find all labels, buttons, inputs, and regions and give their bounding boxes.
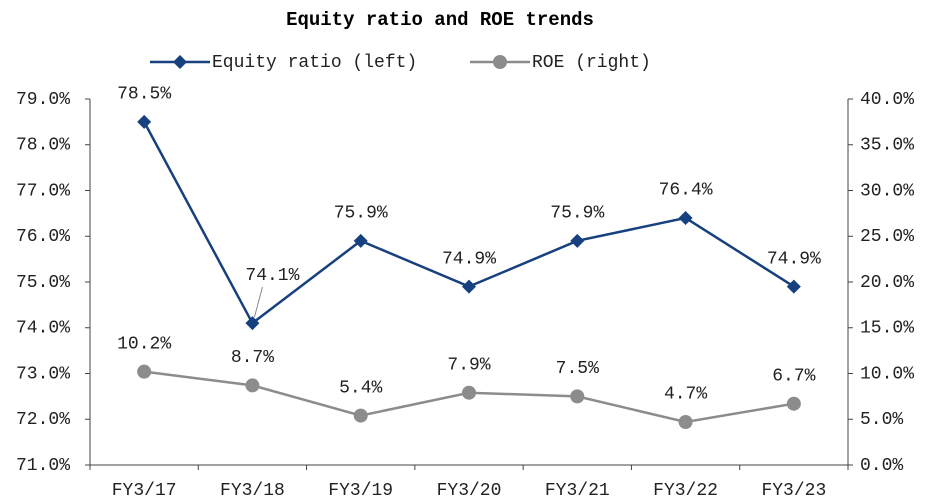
data-label: 75.9% [334, 204, 388, 224]
y2-tick-label: 40.0% [860, 90, 914, 110]
y-tick-label: 74.0% [16, 319, 70, 339]
point [678, 414, 693, 429]
data-label: 76.4% [659, 181, 713, 201]
data-label: 7.5% [556, 359, 599, 379]
x-tick-label: FY3/18 [220, 481, 285, 501]
point [570, 389, 585, 404]
y-tick-label: 76.0% [16, 227, 70, 247]
data-label: 74.9% [767, 249, 821, 269]
legend-marker [493, 55, 507, 69]
point [570, 233, 585, 248]
chart-title: Equity ratio and ROE trends [286, 9, 594, 31]
data-label: 6.7% [772, 366, 815, 386]
x-tick-label: FY3/20 [437, 481, 502, 501]
point [137, 364, 152, 379]
y2-tick-label: 15.0% [860, 319, 914, 339]
legend-label: Equity ratio (left) [212, 53, 417, 73]
point [786, 396, 801, 411]
leader-line [253, 287, 263, 318]
point [353, 233, 368, 248]
point [353, 408, 368, 423]
point [245, 316, 260, 331]
data-label: 4.7% [664, 385, 707, 405]
data-label: 75.9% [550, 204, 604, 224]
x-tick-label: FY3/21 [545, 481, 610, 501]
y-tick-label: 75.0% [16, 273, 70, 293]
x-tick-label: FY3/22 [653, 481, 718, 501]
y-tick-label: 71.0% [16, 456, 70, 476]
legend-label: ROE (right) [532, 53, 651, 73]
point [786, 279, 801, 294]
point [245, 378, 260, 393]
y-tick-label: 77.0% [16, 181, 70, 201]
data-label: 8.7% [231, 348, 274, 368]
y2-tick-label: 25.0% [860, 227, 914, 247]
x-tick-label: FY3/23 [761, 481, 826, 501]
data-label: 78.5% [117, 85, 171, 105]
y2-tick-label: 30.0% [860, 181, 914, 201]
data-label: 10.2% [117, 334, 171, 354]
point [137, 114, 152, 129]
point [678, 210, 693, 225]
y-tick-label: 73.0% [16, 364, 70, 384]
x-tick-label: FY3/17 [112, 481, 177, 501]
y2-tick-label: 5.0% [860, 410, 903, 430]
data-label: 74.1% [245, 266, 299, 286]
point [462, 385, 476, 400]
y-tick-label: 78.0% [16, 136, 70, 156]
data-label: 74.9% [442, 249, 496, 269]
x-tick-label: FY3/19 [328, 481, 393, 501]
y2-tick-label: 35.0% [860, 136, 914, 156]
y-tick-label: 79.0% [16, 90, 70, 110]
y2-tick-label: 0.0% [860, 456, 903, 476]
y-tick-label: 72.0% [16, 410, 70, 430]
data-label: 7.9% [447, 355, 490, 375]
data-label: 5.4% [339, 378, 382, 398]
point [462, 279, 476, 294]
y2-tick-label: 20.0% [860, 273, 914, 293]
y2-tick-label: 10.0% [860, 364, 914, 384]
legend-marker [173, 55, 187, 69]
